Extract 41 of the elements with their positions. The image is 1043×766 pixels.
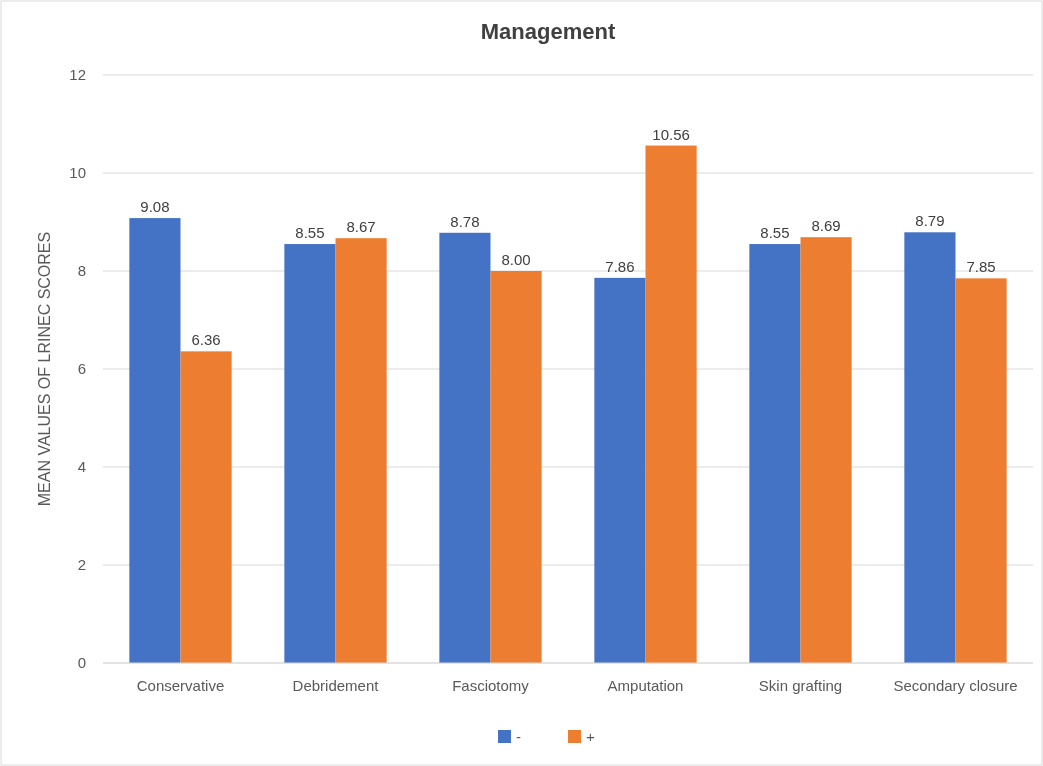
bar: [904, 232, 956, 663]
chart-title: Management: [480, 19, 616, 44]
data-label: 8.67: [346, 218, 376, 236]
data-label: 10.56: [652, 125, 690, 143]
bar: [439, 232, 491, 663]
bar: [284, 244, 336, 663]
y-axis-title: MEAN VALUES OF LRINEC SCORES: [36, 231, 53, 507]
bar: [490, 271, 542, 663]
legend-label: +: [586, 728, 595, 745]
bar: [955, 278, 1007, 663]
data-label: 9.08: [140, 198, 170, 216]
x-tick-label: Debridement: [292, 677, 380, 694]
bar: [180, 351, 232, 663]
bar: [645, 145, 697, 663]
data-label: 7.86: [605, 257, 635, 275]
bar: [594, 277, 646, 663]
data-label: 8.55: [295, 224, 325, 242]
data-label: 8.55: [760, 224, 790, 242]
x-tick-label: Conservative: [136, 677, 225, 694]
y-tick-label: 0: [77, 654, 86, 671]
legend-label: -: [516, 728, 521, 745]
data-label: 8.78: [450, 212, 480, 230]
bar: [335, 238, 387, 663]
y-tick-label: 10: [69, 164, 86, 181]
data-label: 6.36: [191, 331, 221, 349]
bar: [129, 218, 181, 663]
data-label: 8.00: [501, 251, 531, 268]
y-tick-label: 2: [77, 556, 86, 573]
y-tick-label: 12: [69, 66, 86, 83]
y-tick-label: 4: [77, 458, 86, 475]
x-tick-label: Secondary closure: [893, 677, 1018, 694]
bar: [800, 237, 852, 663]
x-tick-label: Skin grafting: [758, 677, 843, 694]
data-label: 8.79: [915, 212, 945, 230]
y-tick-label: 8: [77, 262, 86, 279]
y-tick-label: 6: [77, 360, 86, 377]
x-tick-label: Amputation: [607, 677, 684, 694]
data-label: 8.69: [811, 217, 841, 235]
x-tick-label: Fasciotomy: [452, 677, 530, 694]
data-label: 7.85: [966, 258, 996, 276]
bar: [749, 244, 801, 663]
